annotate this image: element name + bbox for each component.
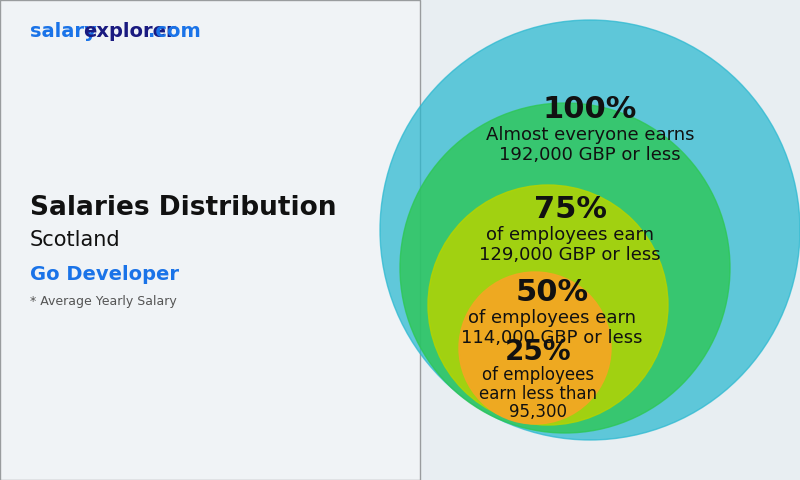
Circle shape	[380, 20, 800, 440]
Text: Scotland: Scotland	[30, 230, 121, 250]
Text: Almost everyone earns: Almost everyone earns	[486, 126, 694, 144]
Text: Go Developer: Go Developer	[30, 265, 179, 284]
Text: .com: .com	[147, 22, 200, 41]
Text: of employees earn: of employees earn	[486, 226, 654, 244]
Text: * Average Yearly Salary: * Average Yearly Salary	[30, 295, 177, 308]
Text: 75%: 75%	[534, 195, 606, 224]
Text: of employees: of employees	[482, 366, 594, 384]
Text: 192,000 GBP or less: 192,000 GBP or less	[499, 146, 681, 164]
Text: 50%: 50%	[515, 278, 589, 307]
Text: 129,000 GBP or less: 129,000 GBP or less	[479, 246, 661, 264]
Text: 114,000 GBP or less: 114,000 GBP or less	[462, 329, 642, 347]
Text: earn less than: earn less than	[479, 384, 597, 403]
Circle shape	[428, 185, 668, 425]
Circle shape	[400, 103, 730, 433]
Text: 95,300: 95,300	[509, 403, 567, 421]
Text: salary: salary	[30, 22, 97, 41]
FancyBboxPatch shape	[0, 0, 420, 480]
Text: explorer: explorer	[83, 22, 176, 41]
Text: 25%: 25%	[505, 338, 571, 366]
Text: Salaries Distribution: Salaries Distribution	[30, 195, 337, 221]
Text: 100%: 100%	[543, 95, 637, 124]
Text: of employees earn: of employees earn	[468, 309, 636, 327]
Circle shape	[459, 272, 611, 424]
